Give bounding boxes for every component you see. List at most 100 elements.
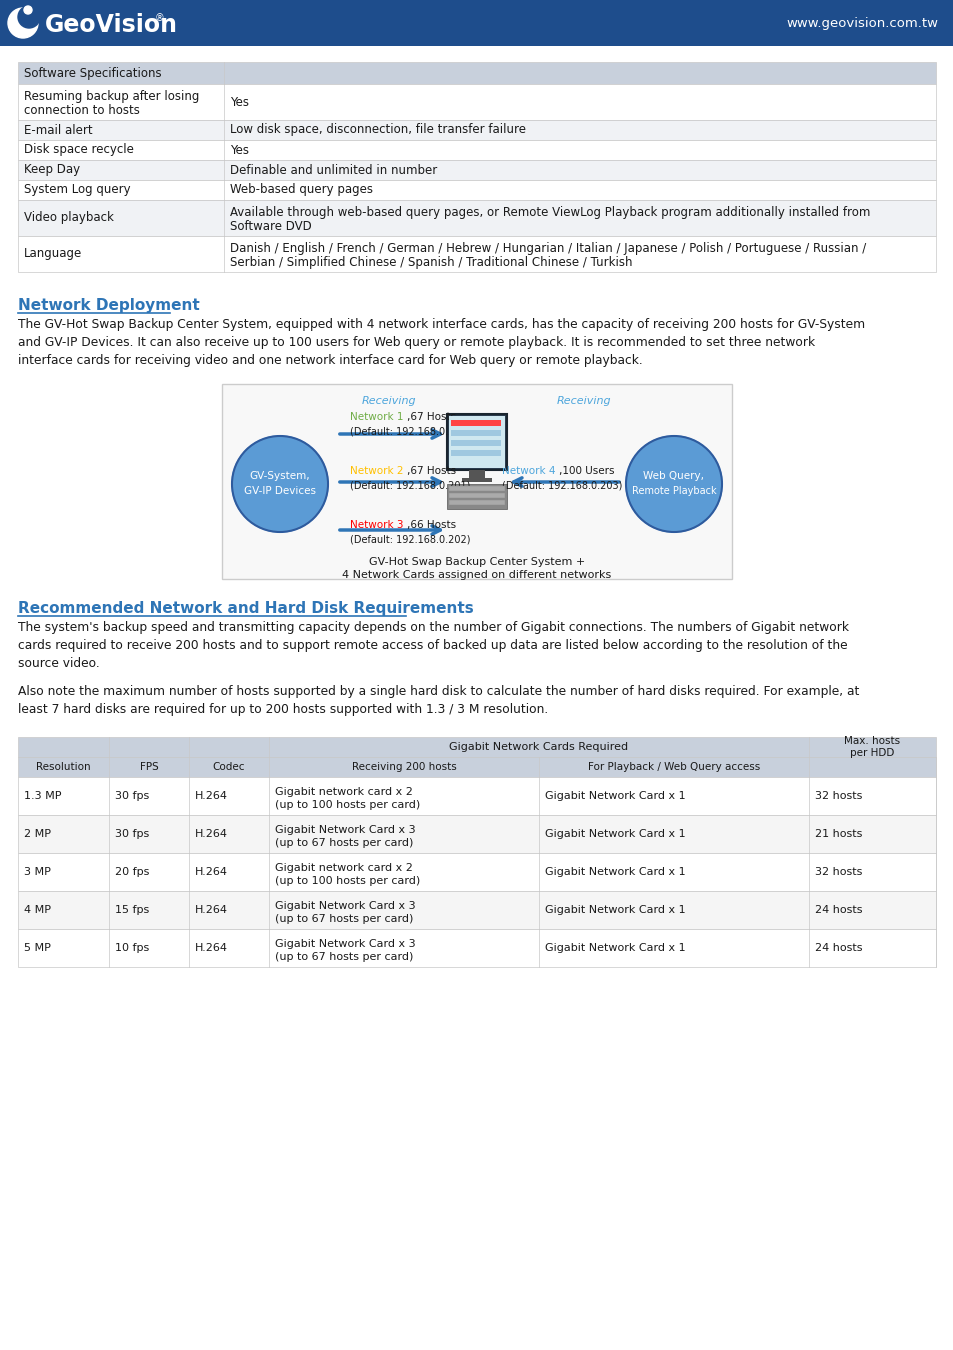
Text: Resuming backup after losing: Resuming backup after losing [24,90,199,103]
Text: 10 fps: 10 fps [115,944,149,953]
Text: (Default: 192.168.0.200): (Default: 192.168.0.200) [350,427,470,436]
Text: 20 fps: 20 fps [115,867,150,878]
Text: GeoVision: GeoVision [45,14,178,36]
Text: 30 fps: 30 fps [115,829,149,838]
Circle shape [24,5,32,14]
Circle shape [625,436,721,532]
Text: H.264: H.264 [194,791,228,801]
Text: 21 hosts: 21 hosts [814,829,862,838]
Bar [18,140,935,161]
Text: Max. hosts
per HDD: Max. hosts per HDD [843,736,900,757]
Text: Keep Day: Keep Day [24,163,80,177]
Bar [451,431,500,436]
Text: Network 1: Network 1 [350,412,403,423]
Text: H.264: H.264 [194,944,228,953]
Text: Recommended Network and Hard Disk Requirements: Recommended Network and Hard Disk Requir… [18,601,474,616]
Text: and GV-IP Devices. It can also receive up to 100 users for Web query or remote p: and GV-IP Devices. It can also receive u… [18,336,814,350]
Text: (up to 67 hosts per card): (up to 67 hosts per card) [274,914,413,923]
Text: (Default: 192.168.0.202): (Default: 192.168.0.202) [350,535,470,544]
Text: Gigabit network card x 2: Gigabit network card x 2 [274,787,413,796]
Text: Gigabit Network Card x 1: Gigabit Network Card x 1 [544,867,685,878]
Text: Network 4: Network 4 [501,466,555,477]
Bar [451,450,500,456]
Text: Gigabit Network Card x 1: Gigabit Network Card x 1 [544,944,685,953]
Text: 4 Network Cards assigned on different networks: 4 Network Cards assigned on different ne… [342,570,611,580]
Bar [451,420,500,427]
Circle shape [246,450,314,518]
Text: www.geovision.com.tw: www.geovision.com.tw [785,16,937,30]
Text: Resolution: Resolution [36,761,91,772]
Text: (Default: 192.168.0.201): (Default: 192.168.0.201) [350,481,470,490]
Text: 5 MP: 5 MP [24,944,51,953]
Text: Serbian / Simplified Chinese / Spanish / Traditional Chinese / Turkish: Serbian / Simplified Chinese / Spanish /… [230,256,632,269]
Text: 24 hosts: 24 hosts [814,944,862,953]
Text: Language: Language [24,247,82,261]
Text: interface cards for receiving video and one network interface card for Web query: interface cards for receiving video and … [18,354,642,367]
Text: Network Deployment: Network Deployment [18,298,199,313]
Bar [449,416,504,468]
Bar [18,737,935,757]
Bar [449,500,504,505]
Text: Gigabit network card x 2: Gigabit network card x 2 [274,863,413,873]
Text: ,100 Users: ,100 Users [558,466,614,477]
Text: (up to 67 hosts per card): (up to 67 hosts per card) [274,838,413,848]
Bar [461,478,492,482]
Circle shape [636,446,711,522]
Bar [18,891,935,929]
Text: E-mail alert: E-mail alert [24,123,92,136]
Bar [449,486,504,491]
Text: Web-based query pages: Web-based query pages [230,184,373,197]
Text: (up to 100 hosts per card): (up to 100 hosts per card) [274,876,420,886]
Text: source video.: source video. [18,657,100,670]
Circle shape [244,448,315,520]
Text: 32 hosts: 32 hosts [814,791,862,801]
Text: Receiving 200 hosts: Receiving 200 hosts [352,761,456,772]
Text: 32 hosts: 32 hosts [814,867,862,878]
Circle shape [242,446,317,522]
Text: H.264: H.264 [194,829,228,838]
Text: GV-IP Devices: GV-IP Devices [244,486,315,495]
Text: 15 fps: 15 fps [115,904,149,915]
Text: Gigabit Network Card x 1: Gigabit Network Card x 1 [544,904,685,915]
Bar [222,383,731,579]
Text: Available through web-based query pages, or Remote ViewLog Playback program addi: Available through web-based query pages,… [230,207,869,219]
Text: Yes: Yes [230,96,249,108]
Bar [447,485,506,509]
Bar [18,815,935,853]
Text: FPS: FPS [139,761,158,772]
Text: Network 3: Network 3 [350,520,403,531]
Text: connection to hosts: connection to hosts [24,104,140,117]
Text: GV-System,: GV-System, [250,471,310,481]
Circle shape [8,8,38,38]
Circle shape [639,450,707,518]
Text: H.264: H.264 [194,904,228,915]
Bar [447,414,506,470]
Text: Codec: Codec [213,761,245,772]
Text: Gigabit Network Card x 3: Gigabit Network Card x 3 [274,825,416,836]
Bar [469,470,484,478]
Bar [18,180,935,200]
Text: For Playback / Web Query access: For Playback / Web Query access [587,761,760,772]
Circle shape [629,440,718,528]
Circle shape [18,5,40,28]
Text: Receiving: Receiving [361,396,416,406]
Circle shape [634,444,713,524]
Text: 2 MP: 2 MP [24,829,51,838]
Text: Definable and unlimited in number: Definable and unlimited in number [230,163,436,177]
Text: Receiving: Receiving [557,396,611,406]
Text: (up to 67 hosts per card): (up to 67 hosts per card) [274,952,413,963]
Text: (up to 100 hosts per card): (up to 100 hosts per card) [274,801,420,810]
Text: (Default: 192.168.0.203): (Default: 192.168.0.203) [501,481,621,490]
Text: Gigabit Network Card x 1: Gigabit Network Card x 1 [544,791,685,801]
Text: 4 MP: 4 MP [24,904,51,915]
Text: 3 MP: 3 MP [24,867,51,878]
Circle shape [631,441,716,526]
Circle shape [627,437,720,531]
Text: Software Specifications: Software Specifications [24,66,161,80]
Text: Disk space recycle: Disk space recycle [24,143,133,157]
Circle shape [235,440,324,528]
Text: H.264: H.264 [194,867,228,878]
Circle shape [638,448,709,520]
Bar [18,778,935,815]
Text: Web Query,: Web Query, [643,471,703,481]
